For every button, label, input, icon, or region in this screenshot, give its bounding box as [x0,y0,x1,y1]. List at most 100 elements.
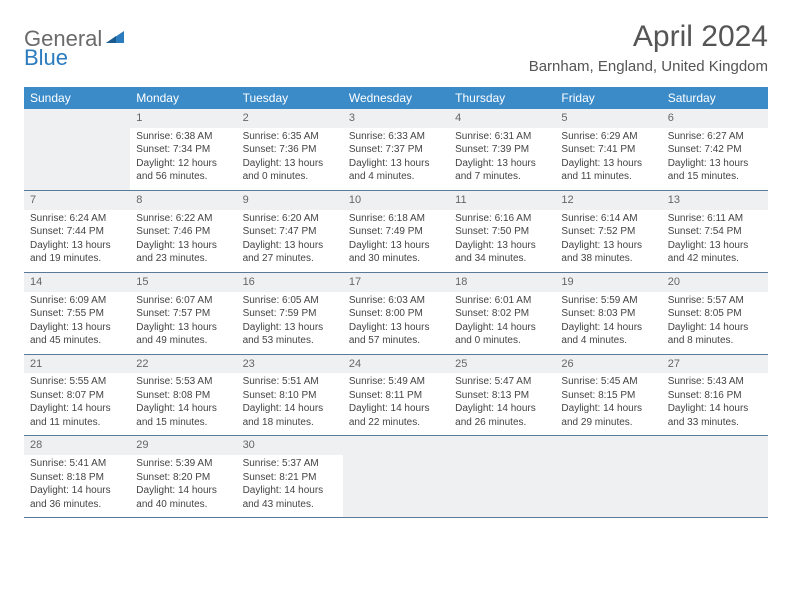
daylight-line: Daylight: 13 hours and 45 minutes. [30,321,124,348]
day-number: 6 [662,109,768,128]
sunset-line: Sunset: 8:21 PM [243,471,337,485]
daylight-line: Daylight: 14 hours and 40 minutes. [136,484,230,511]
weekday-header-row: SundayMondayTuesdayWednesdayThursdayFrid… [24,87,768,109]
day-cell: 14Sunrise: 6:09 AMSunset: 7:55 PMDayligh… [24,273,130,354]
daylight-line: Daylight: 14 hours and 0 minutes. [455,321,549,348]
sunset-line: Sunset: 7:44 PM [30,225,124,239]
day-cell: 21Sunrise: 5:55 AMSunset: 8:07 PMDayligh… [24,355,130,436]
day-number: 13 [662,191,768,210]
day-number: 15 [130,273,236,292]
daylight-line: Daylight: 14 hours and 18 minutes. [243,402,337,429]
daylight-line: Daylight: 14 hours and 26 minutes. [455,402,549,429]
title-block: April 2024 Barnham, England, United King… [529,20,768,75]
sunset-line: Sunset: 8:16 PM [668,389,762,403]
sunset-line: Sunset: 7:37 PM [349,143,443,157]
day-cell: 23Sunrise: 5:51 AMSunset: 8:10 PMDayligh… [237,355,343,436]
day-cell: 5Sunrise: 6:29 AMSunset: 7:41 PMDaylight… [555,109,661,190]
day-number: 27 [662,355,768,374]
day-cell [662,436,768,517]
day-cell: 3Sunrise: 6:33 AMSunset: 7:37 PMDaylight… [343,109,449,190]
day-number: 16 [237,273,343,292]
sunrise-line: Sunrise: 5:37 AM [243,457,337,471]
day-cell [449,436,555,517]
day-number: 9 [237,191,343,210]
weekday-header-cell: Thursday [449,87,555,109]
calendar: SundayMondayTuesdayWednesdayThursdayFrid… [24,87,768,518]
sunset-line: Sunset: 7:54 PM [668,225,762,239]
sunrise-line: Sunrise: 6:24 AM [30,212,124,226]
daylight-line: Daylight: 13 hours and 7 minutes. [455,157,549,184]
sunset-line: Sunset: 8:13 PM [455,389,549,403]
day-cell: 18Sunrise: 6:01 AMSunset: 8:02 PMDayligh… [449,273,555,354]
day-cell: 17Sunrise: 6:03 AMSunset: 8:00 PMDayligh… [343,273,449,354]
sunrise-line: Sunrise: 5:47 AM [455,375,549,389]
daylight-line: Daylight: 14 hours and 36 minutes. [30,484,124,511]
daylight-line: Daylight: 13 hours and 38 minutes. [561,239,655,266]
logo-text-blue: Blue [24,45,68,71]
sunrise-line: Sunrise: 6:09 AM [30,294,124,308]
day-cell: 22Sunrise: 5:53 AMSunset: 8:08 PMDayligh… [130,355,236,436]
sunset-line: Sunset: 7:49 PM [349,225,443,239]
day-number: 2 [237,109,343,128]
daylight-line: Daylight: 13 hours and 53 minutes. [243,321,337,348]
weekday-header-cell: Tuesday [237,87,343,109]
weekday-header-cell: Saturday [662,87,768,109]
day-number: 1 [130,109,236,128]
day-cell: 1Sunrise: 6:38 AMSunset: 7:34 PMDaylight… [130,109,236,190]
day-number: 5 [555,109,661,128]
location-text: Barnham, England, United Kingdom [529,58,768,75]
day-cell: 19Sunrise: 5:59 AMSunset: 8:03 PMDayligh… [555,273,661,354]
day-number: 19 [555,273,661,292]
day-cell [24,109,130,190]
sunset-line: Sunset: 8:18 PM [30,471,124,485]
day-cell: 15Sunrise: 6:07 AMSunset: 7:57 PMDayligh… [130,273,236,354]
weekday-header-cell: Wednesday [343,87,449,109]
calendar-body: 1Sunrise: 6:38 AMSunset: 7:34 PMDaylight… [24,109,768,518]
day-cell: 11Sunrise: 6:16 AMSunset: 7:50 PMDayligh… [449,191,555,272]
sunset-line: Sunset: 7:55 PM [30,307,124,321]
sunrise-line: Sunrise: 6:18 AM [349,212,443,226]
week-row: 14Sunrise: 6:09 AMSunset: 7:55 PMDayligh… [24,273,768,355]
day-number: 17 [343,273,449,292]
week-row: 1Sunrise: 6:38 AMSunset: 7:34 PMDaylight… [24,109,768,191]
sunrise-line: Sunrise: 6:16 AM [455,212,549,226]
daylight-line: Daylight: 14 hours and 15 minutes. [136,402,230,429]
day-number: 29 [130,436,236,455]
day-number: 4 [449,109,555,128]
day-number: 24 [343,355,449,374]
day-cell: 10Sunrise: 6:18 AMSunset: 7:49 PMDayligh… [343,191,449,272]
day-number: 11 [449,191,555,210]
daylight-line: Daylight: 13 hours and 57 minutes. [349,321,443,348]
sunset-line: Sunset: 8:00 PM [349,307,443,321]
sunset-line: Sunset: 7:42 PM [668,143,762,157]
sunrise-line: Sunrise: 5:49 AM [349,375,443,389]
day-number: 20 [662,273,768,292]
day-cell [555,436,661,517]
week-row: 7Sunrise: 6:24 AMSunset: 7:44 PMDaylight… [24,191,768,273]
sunset-line: Sunset: 8:08 PM [136,389,230,403]
sunrise-line: Sunrise: 6:31 AM [455,130,549,144]
daylight-line: Daylight: 13 hours and 0 minutes. [243,157,337,184]
sunset-line: Sunset: 7:36 PM [243,143,337,157]
sunrise-line: Sunrise: 5:45 AM [561,375,655,389]
sunset-line: Sunset: 7:39 PM [455,143,549,157]
day-number: 7 [24,191,130,210]
day-cell: 4 Sunrise: 6:31 AMSunset: 7:39 PMDaylight… [449,109,555,190]
day-number: 10 [343,191,449,210]
day-cell: 8Sunrise: 6:22 AMSunset: 7:46 PMDaylight… [130,191,236,272]
day-number: 26 [555,355,661,374]
sunrise-line: Sunrise: 6:20 AM [243,212,337,226]
sunset-line: Sunset: 7:34 PM [136,143,230,157]
sunrise-line: Sunrise: 5:51 AM [243,375,337,389]
sunset-line: Sunset: 7:47 PM [243,225,337,239]
sunrise-line: Sunrise: 6:27 AM [668,130,762,144]
daylight-line: Daylight: 13 hours and 49 minutes. [136,321,230,348]
daylight-line: Daylight: 13 hours and 4 minutes. [349,157,443,184]
sunset-line: Sunset: 8:11 PM [349,389,443,403]
sunrise-line: Sunrise: 6:11 AM [668,212,762,226]
daylight-line: Daylight: 13 hours and 27 minutes. [243,239,337,266]
daylight-line: Daylight: 13 hours and 19 minutes. [30,239,124,266]
sunset-line: Sunset: 7:52 PM [561,225,655,239]
sunrise-line: Sunrise: 5:59 AM [561,294,655,308]
day-number: 28 [24,436,130,455]
